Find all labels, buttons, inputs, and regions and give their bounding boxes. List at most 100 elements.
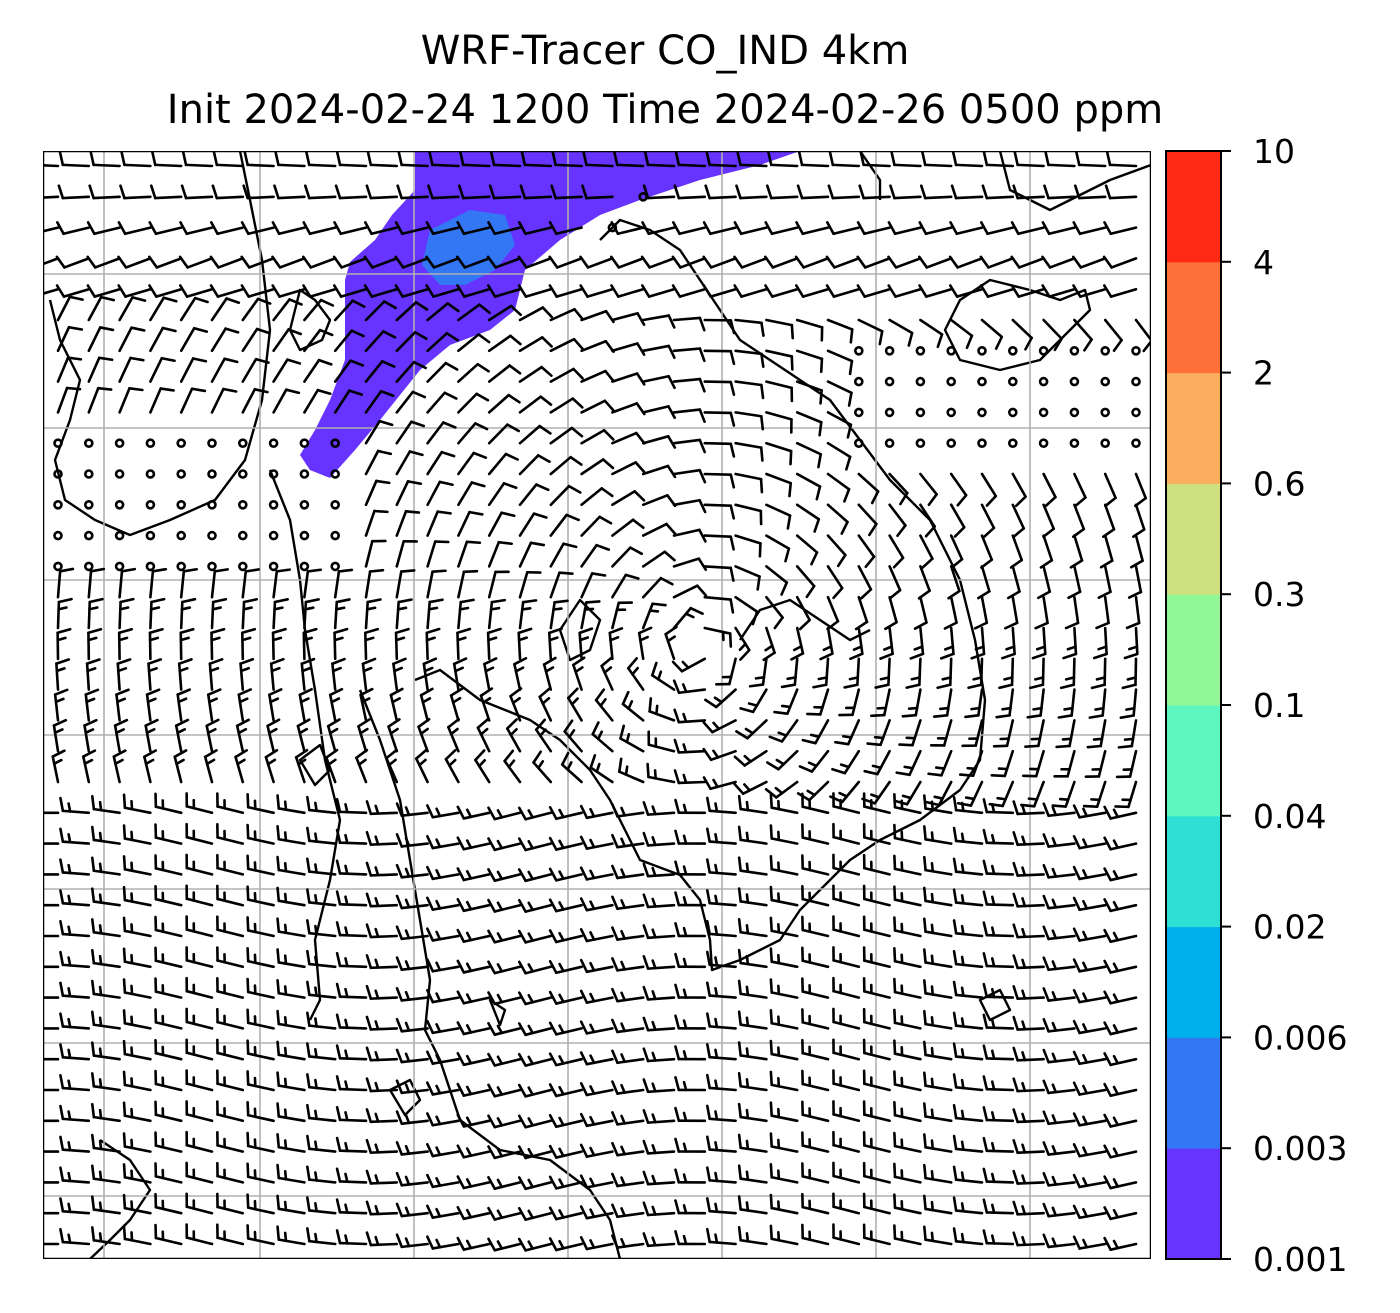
wind-barb xyxy=(801,1008,830,1030)
wind-barb xyxy=(893,823,922,845)
wind-barb xyxy=(952,857,984,876)
wind-barb xyxy=(579,1205,614,1220)
wind-barb xyxy=(672,377,706,393)
wind-barb xyxy=(122,1193,152,1215)
wind-barb xyxy=(1012,1046,1045,1062)
wind-barb xyxy=(664,625,678,661)
wind-barb xyxy=(90,1164,121,1184)
wind-barb xyxy=(579,284,614,298)
wind-barb xyxy=(548,836,583,851)
wind-barb xyxy=(1024,719,1045,748)
wind-barb xyxy=(426,510,452,537)
wind-barb xyxy=(548,1114,583,1129)
wind-barb xyxy=(395,330,428,353)
wind-barb xyxy=(122,824,152,845)
wind-barb xyxy=(832,853,861,876)
wind-barb xyxy=(333,329,365,353)
colorbar-segment xyxy=(1166,483,1221,595)
wind-barb xyxy=(790,626,805,661)
wind-barb xyxy=(1042,1233,1076,1249)
wind-barb xyxy=(919,318,944,349)
calm-wind-circle xyxy=(145,469,156,479)
wind-barb xyxy=(148,627,164,661)
wind-barb xyxy=(90,887,121,907)
calm-wind-circle xyxy=(84,499,94,510)
wind-barb xyxy=(548,898,583,913)
wind-barb xyxy=(797,151,830,168)
colorbar-segment xyxy=(1166,1148,1221,1260)
calm-wind-circle xyxy=(1100,407,1110,418)
calm-wind-circle xyxy=(1100,345,1110,356)
wind-barb xyxy=(122,1224,152,1246)
wind-barb xyxy=(611,518,645,537)
wind-barb xyxy=(488,184,522,200)
wind-barb xyxy=(272,328,303,353)
wind-barb xyxy=(862,946,891,969)
wind-barb xyxy=(832,1038,861,1061)
wind-barb xyxy=(395,894,429,910)
wind-barb xyxy=(302,284,337,298)
wind-barb xyxy=(950,184,984,200)
wind-barb xyxy=(179,567,198,599)
wind-barb xyxy=(642,1078,676,1094)
wind-barb xyxy=(801,1192,830,1215)
wind-barb xyxy=(1012,1139,1045,1155)
wind-barb xyxy=(335,982,368,999)
wind-barb xyxy=(1103,1021,1138,1036)
wind-barb xyxy=(673,769,707,785)
wind-barb xyxy=(982,1167,1015,1184)
wind-barb xyxy=(43,1150,60,1153)
calm-wind-circle xyxy=(977,438,987,449)
wind-barb xyxy=(870,688,891,718)
wind-barb xyxy=(923,979,953,999)
wind-barb xyxy=(952,949,984,969)
wind-barb xyxy=(532,750,553,784)
wind-barb xyxy=(246,916,275,938)
wind-barb xyxy=(980,318,1004,350)
wind-barb xyxy=(704,688,737,709)
wind-barb xyxy=(795,441,823,469)
wind-barb xyxy=(154,1162,183,1184)
wind-barb xyxy=(457,540,482,568)
wind-barb xyxy=(888,565,902,600)
calm-wind-circle xyxy=(238,561,248,572)
wind-barb xyxy=(332,255,368,269)
wind-barb xyxy=(826,472,851,503)
wind-barb xyxy=(1028,657,1045,690)
wind-barb xyxy=(456,1144,491,1159)
wind-barb xyxy=(154,792,183,815)
wind-barb xyxy=(87,567,106,599)
wind-barb xyxy=(333,359,365,383)
wind-barb xyxy=(414,748,429,784)
wind-barb xyxy=(335,1044,368,1061)
wind-barb xyxy=(395,925,429,941)
wind-barb xyxy=(702,221,737,236)
wind-barb xyxy=(395,540,419,568)
wind-barb xyxy=(154,946,183,969)
wind-barb xyxy=(149,356,176,383)
calm-wind-circle xyxy=(145,530,156,541)
wind-barb xyxy=(1072,221,1107,236)
wind-barb xyxy=(234,749,249,784)
wind-barb xyxy=(240,627,257,661)
wind-barb xyxy=(1021,749,1045,778)
wind-barb xyxy=(801,1069,830,1092)
wind-barb xyxy=(216,1223,245,1246)
wind-barb xyxy=(90,825,121,845)
calm-wind-circle xyxy=(330,561,341,572)
wind-barb xyxy=(923,1071,953,1092)
wind-barb xyxy=(923,794,953,815)
wind-barb xyxy=(737,1072,768,1092)
calm-wind-circle xyxy=(1131,376,1141,387)
wind-barb xyxy=(120,151,152,168)
wind-barb xyxy=(948,255,984,269)
wind-barb xyxy=(548,255,583,269)
wind-barb xyxy=(703,595,735,614)
wind-barb xyxy=(364,598,382,630)
wind-barb xyxy=(87,326,115,353)
calm-wind-circle xyxy=(1038,345,1049,356)
wind-barb xyxy=(547,627,563,661)
wind-barb xyxy=(856,221,891,236)
wind-barb xyxy=(611,490,646,507)
wind-barb xyxy=(862,915,891,938)
